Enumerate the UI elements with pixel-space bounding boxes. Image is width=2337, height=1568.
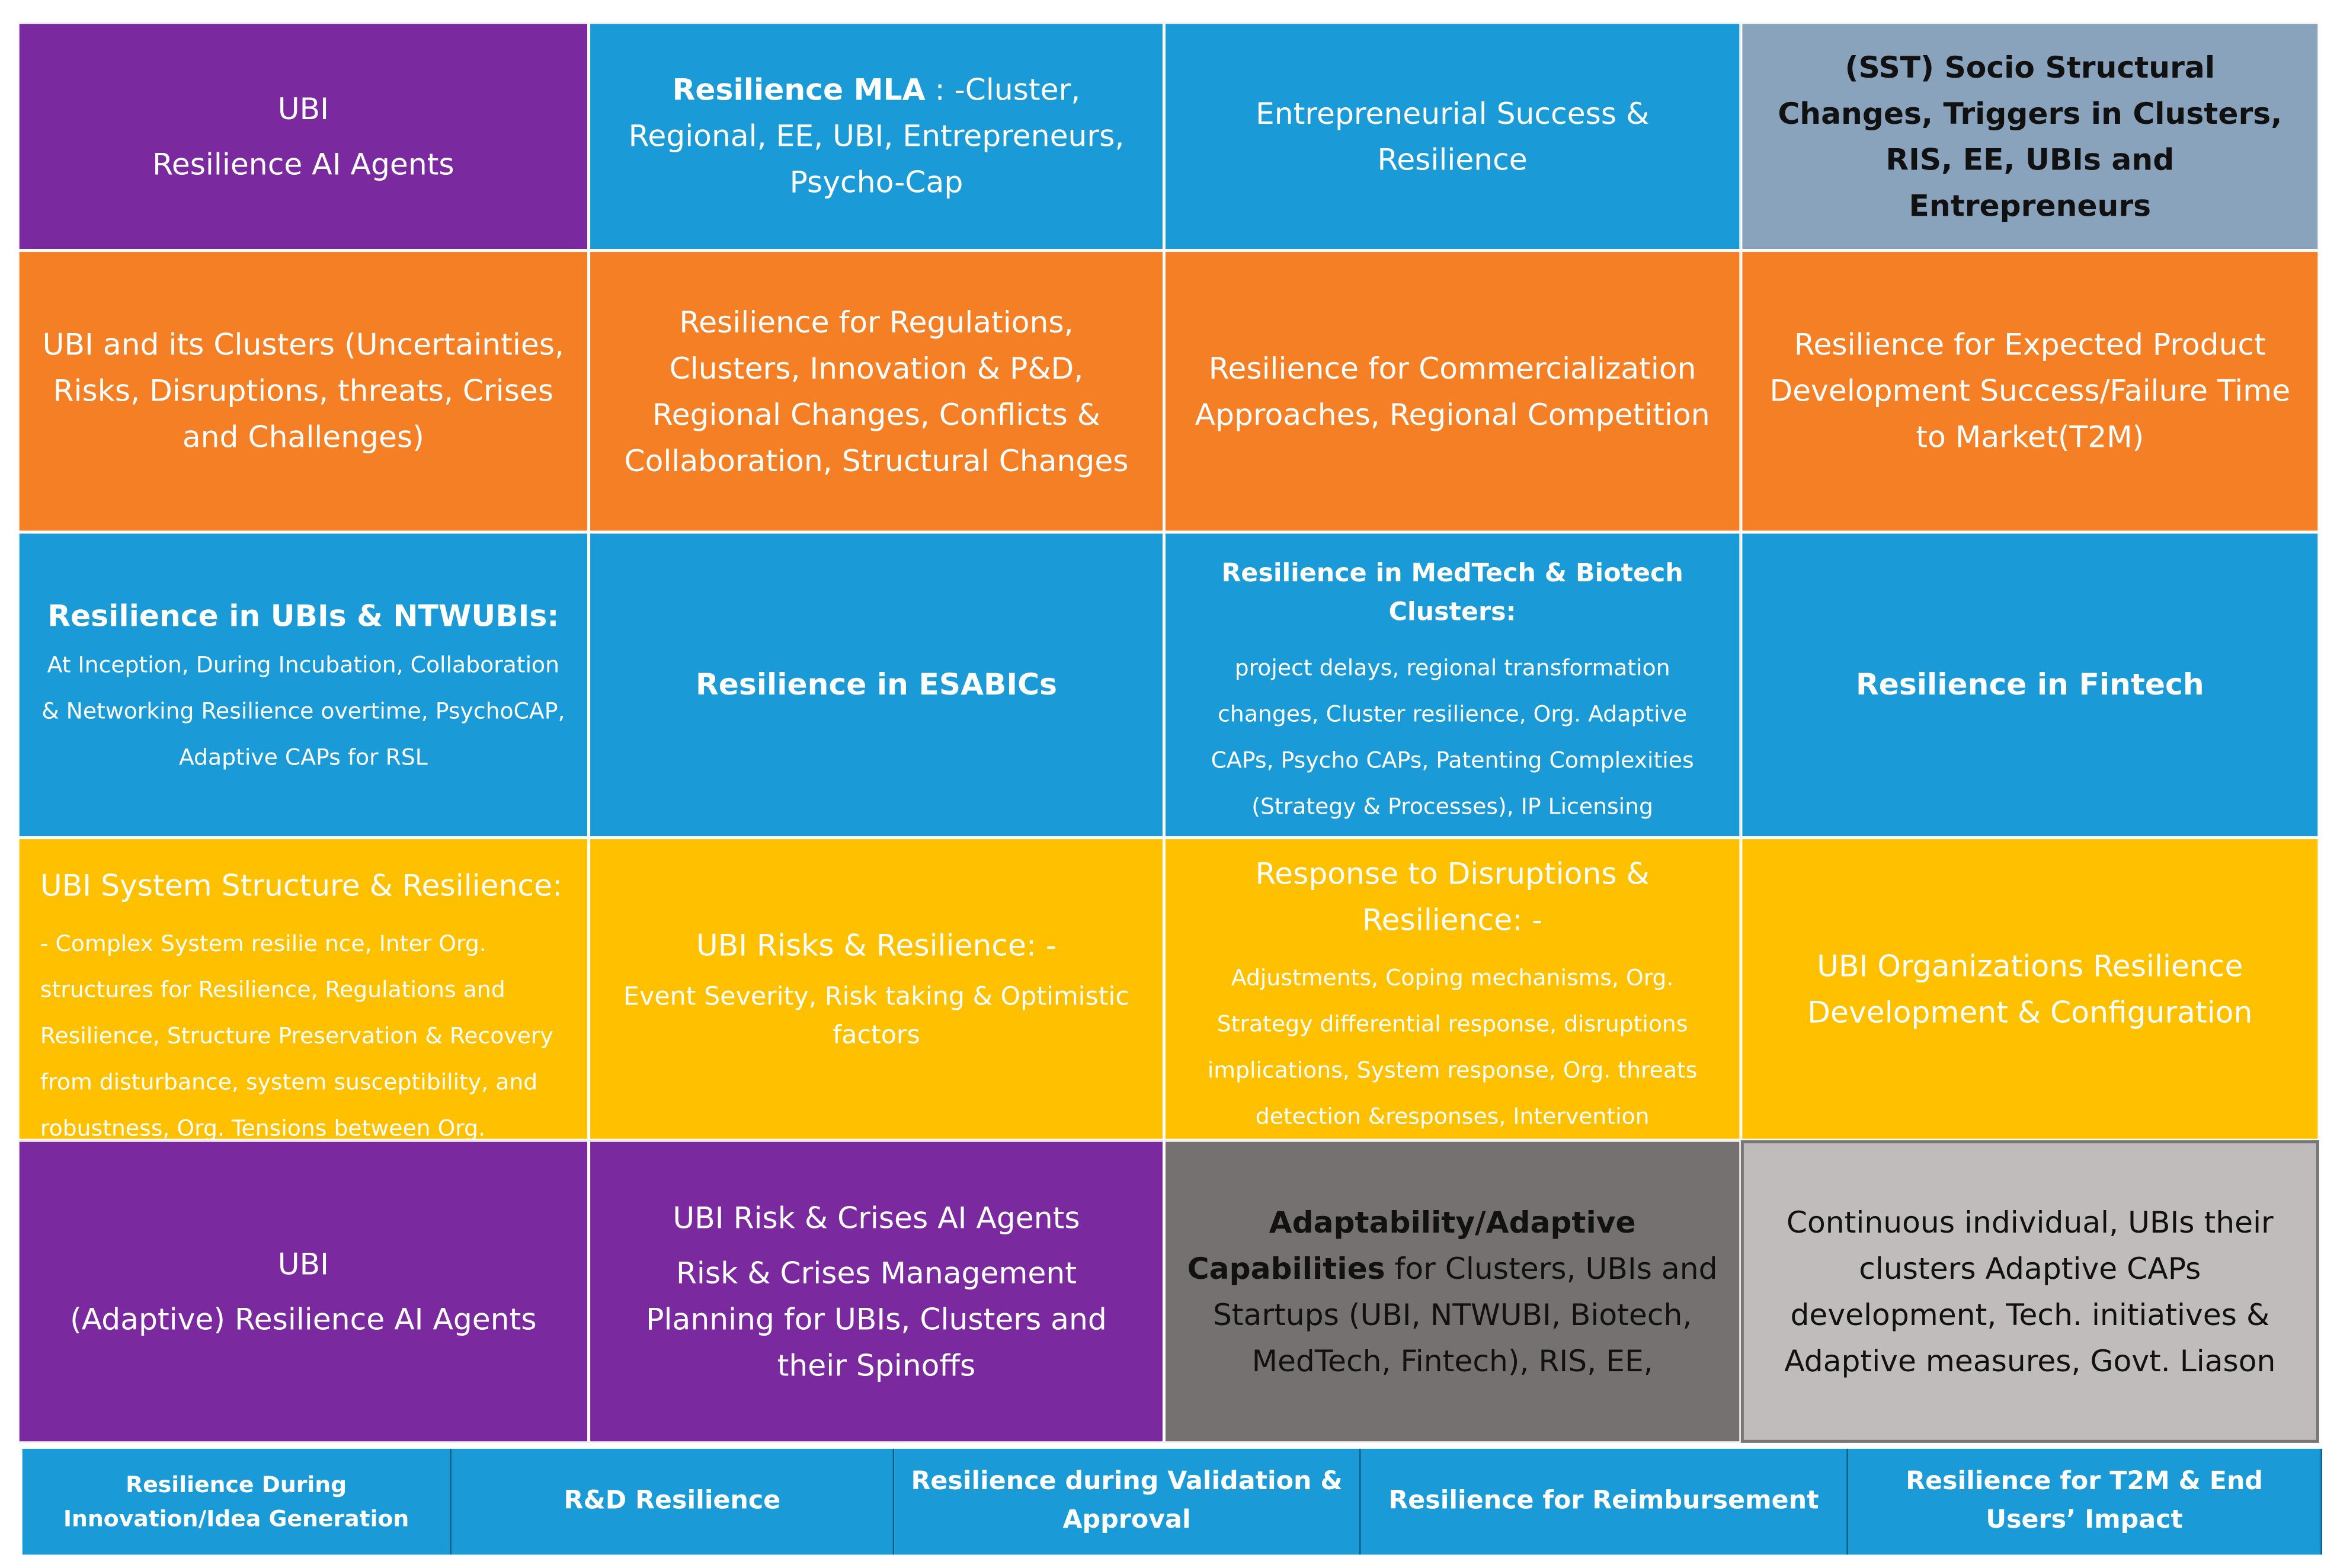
cell-text: Response to Disruptions & Resilience: - …	[1186, 841, 1718, 1137]
cell-body: Resilience for Expected Product Developm…	[1769, 326, 2291, 455]
footer-text: Resilience for Reimbursement	[1388, 1486, 1819, 1516]
cell-text: UBI Risk & Crises AI Agents Risk & Crises…	[611, 1186, 1141, 1397]
cell-text: Resilience in Fintech	[1856, 653, 2204, 717]
cell-body: - Complex System resilie nce, Inter Org.…	[40, 930, 553, 1141]
cell-text: UBI (Adaptive) Resilience AI Agents	[70, 1232, 536, 1351]
cell: Resilience for Commercialization Approac…	[1164, 250, 1741, 532]
cell-body: Resilience AI Agents	[152, 145, 454, 181]
cell-title: Resilience in ESABICs	[696, 666, 1057, 702]
cell-text: UBI Organizations Resilience Development…	[1763, 934, 2297, 1044]
cell: Resilience for Expected Product Developm…	[1740, 250, 2319, 532]
cell-title: UBI Risks & Resilience: -	[696, 926, 1057, 963]
cell-body: Risk & Crises Management Planning for UB…	[646, 1254, 1107, 1383]
cell-body: project delays, regional transformation …	[1211, 654, 1694, 820]
footer-text: Resilience during Validation & Approval	[911, 1467, 1343, 1535]
cell-body: Continuous individual, UBIs their cluste…	[1784, 1204, 2276, 1378]
cell-body: Adjustments, Coping mechanisms, Org. Str…	[1207, 964, 1698, 1129]
cell-title: UBI	[277, 1245, 329, 1281]
footer-cell: Resilience for T2M & End Users’ Impact	[1848, 1448, 2322, 1555]
cell: Resilience for Regulations, Clusters, In…	[588, 250, 1164, 532]
cell: (SST) Socio Structural Changes, Triggers…	[1740, 22, 2319, 251]
cell: UBI Organizations Resilience Development…	[1740, 837, 2319, 1141]
cell-title: Resilience in MedTech & Biotech Clusters…	[1221, 559, 1683, 628]
cell-text: (SST) Socio Structural Changes, Triggers…	[1763, 35, 2297, 238]
cell: UBI System Structure & Resilience: - Com…	[18, 837, 589, 1141]
cell: Entrepreneurial Success & Resilience	[1164, 22, 1741, 251]
cell: Adaptability/Adaptive Capabilities for C…	[1164, 1140, 1741, 1443]
cell-body: Resilience for Regulations, Clusters, In…	[624, 303, 1129, 478]
footer-cell: Resilience for Reimbursement	[1360, 1448, 1848, 1555]
cell-text: Resilience for Regulations, Clusters, In…	[611, 290, 1141, 492]
footer-text: Resilience for T2M & End Users’ Impact	[1906, 1467, 2264, 1535]
cell-text: Resilience for Expected Product Developm…	[1763, 313, 2297, 469]
cell: UBI and its Clusters (Uncertainties, Ris…	[18, 250, 589, 532]
cell-body: : -Cluster, Regional, EE, UBI, Entrepren…	[628, 71, 1125, 200]
footer-text: R&D Resilience	[564, 1486, 781, 1516]
cell-body: UBI and its Clusters (Uncertainties, Ris…	[42, 326, 565, 455]
cell-title: Resilience in Fintech	[1855, 666, 2204, 702]
cell-body: (Adaptive) Resilience AI Agents	[70, 1300, 537, 1336]
cell-body: Event Severity, Risk taking & Optimistic…	[623, 981, 1129, 1051]
footer-text: Resilience During Innovation/Idea Genera…	[63, 1471, 409, 1532]
cell-title: UBI Risk & Crises AI Agents	[673, 1199, 1080, 1235]
cell-text: Continuous individual, UBIs their cluste…	[1765, 1190, 2295, 1393]
cell: Resilience in ESABICs	[588, 532, 1164, 838]
cell: Resilience in UBIs & NTWUBIs: At Incepti…	[18, 532, 589, 838]
cell-body: Entrepreneurial Success & Resilience	[1256, 94, 1650, 177]
cell-body: for Clusters, UBIs and Startups (UBI, NT…	[1212, 1250, 1718, 1378]
cell-title: Adaptability/Adaptive Capabilities	[1187, 1204, 1636, 1286]
cell-text: UBI Risks & Resilience: - Event Severity,…	[611, 913, 1141, 1065]
cell-title: UBI	[277, 90, 329, 126]
cell: Continuous individual, UBIs their cluste…	[1740, 1140, 2319, 1443]
cell-text: UBI Resilience AI Agents	[152, 77, 454, 196]
cell: UBI Resilience AI Agents	[18, 22, 589, 251]
cell-title: Response to Disruptions & Resilience: -	[1255, 855, 1650, 937]
cell-body: Resilience for Commercialization Approac…	[1195, 349, 1710, 432]
cell-text: Resilience in ESABICs	[696, 653, 1057, 717]
cell-title: (SST) Socio Structural Changes, Triggers…	[1778, 48, 2282, 223]
cell-text: Entrepreneurial Success & Resilience	[1186, 81, 1718, 191]
cell: UBI (Adaptive) Resilience AI Agents	[18, 1140, 589, 1443]
cell-body: At Inception, During Incubation, Collabo…	[41, 650, 565, 770]
cell: Resilience in MedTech & Biotech Clusters…	[1164, 532, 1741, 838]
cell-text: Resilience in MedTech & Biotech Clusters…	[1186, 546, 1718, 836]
cell-title: Resilience in UBIs & NTWUBIs:	[47, 597, 559, 633]
cell-body: UBI Organizations Resilience Development…	[1807, 947, 2253, 1029]
cell-title: Resilience MLA	[672, 71, 926, 108]
footer-cell: Resilience during Validation & Approval	[894, 1448, 1361, 1555]
cell-title: UBI System Structure & Resilience:	[40, 867, 563, 904]
cell-text: Adaptability/Adaptive Capabilities for C…	[1186, 1199, 1718, 1384]
cell: Resilience in Fintech	[1740, 532, 2319, 838]
cell-text: UBI System Structure & Resilience: - Com…	[40, 854, 566, 1141]
cell-text: UBI and its Clusters (Uncertainties, Ris…	[40, 313, 566, 469]
footer-cell: Resilience During Innovation/Idea Genera…	[22, 1448, 452, 1555]
cell: Response to Disruptions & Resilience: - …	[1164, 837, 1741, 1141]
cell: UBI Risk & Crises AI Agents Risk & Crises…	[588, 1140, 1164, 1443]
footer-cell: R&D Resilience	[452, 1448, 895, 1555]
cell: Resilience MLA : -Cluster, Regional, EE,…	[588, 22, 1164, 251]
cell-text: Resilience in UBIs & NTWUBIs: At Incepti…	[40, 593, 566, 777]
cell: UBI Risks & Resilience: - Event Severity,…	[588, 837, 1164, 1141]
cell-text: Resilience MLA : -Cluster, Regional, EE,…	[611, 67, 1141, 206]
cell-text: Resilience for Commercialization Approac…	[1186, 336, 1718, 446]
